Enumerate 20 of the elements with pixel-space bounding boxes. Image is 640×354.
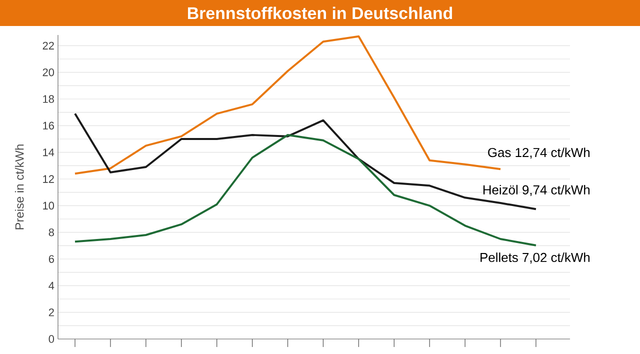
y-axis-title: Preise in ct/kWh <box>14 144 24 230</box>
data-label: 12,74 ct/kWh <box>516 148 590 159</box>
y-tick-label: 4 <box>48 282 54 290</box>
chart-title: Brennstoffkosten in Deutschland <box>188 6 452 20</box>
y-tick-label: 10 <box>43 202 54 210</box>
y-tick-label: 18 <box>43 95 54 103</box>
y-tick-label: 6 <box>48 255 54 263</box>
series-label: Heizöl <box>483 185 518 195</box>
y-tick-label: 0 <box>48 335 54 343</box>
series-label: Gas <box>488 148 511 158</box>
series-label: Pellets <box>480 252 518 262</box>
y-tick-label: 20 <box>42 68 54 76</box>
y-tick-label: 12 <box>43 175 54 183</box>
y-tick-label: 22 <box>42 42 54 50</box>
y-tick-label: 16 <box>43 122 54 130</box>
y-tick-label: 2 <box>48 308 54 316</box>
data-label: 9,74 ct/kWh <box>522 185 590 196</box>
y-tick-label: 14 <box>43 148 54 156</box>
y-tick-label: 8 <box>48 228 54 236</box>
data-label: 7,02 ct/kWh <box>522 252 590 264</box>
